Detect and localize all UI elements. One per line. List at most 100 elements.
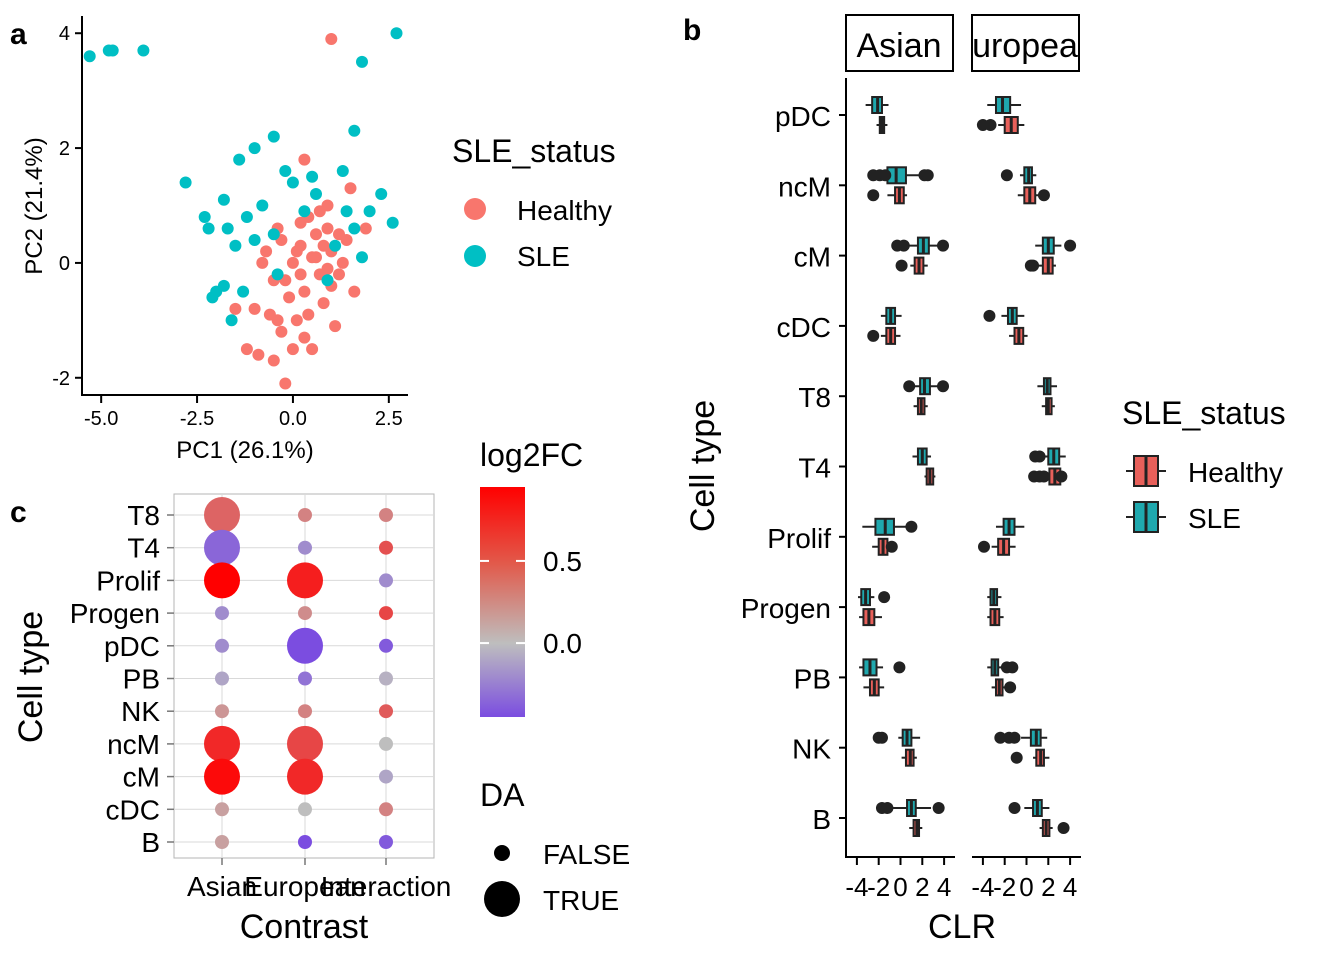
scatter-point-healthy — [317, 297, 330, 310]
dot-cm-european — [287, 758, 323, 795]
scatter-point-sle — [137, 44, 150, 57]
panel-letter-b: b — [683, 14, 701, 47]
box-sle-nk — [1021, 728, 1048, 747]
outlier-point — [897, 239, 910, 252]
legend-sle-marker — [464, 245, 486, 267]
box-healthy-nk — [901, 748, 917, 767]
box-sle-prolif — [862, 517, 910, 536]
dot-pdc-european — [287, 627, 323, 664]
scatter-point-sle — [348, 222, 361, 235]
panel-b-y-label: Cell type — [684, 400, 722, 532]
scatter-point-sle — [256, 199, 269, 212]
box-healthy-prolif — [991, 537, 1016, 556]
legend-healthy-box — [1126, 455, 1166, 487]
outlier-point — [937, 380, 950, 393]
outlier-point — [1033, 450, 1046, 463]
outlier-point — [1027, 259, 1040, 272]
panel-c-dots — [204, 497, 393, 849]
scatter-point-sle — [248, 234, 261, 246]
dot-nk-interaction — [379, 704, 393, 719]
box-healthy-pb — [991, 678, 1007, 697]
scatter-point-healthy — [290, 245, 303, 258]
box-healthy-nk — [1033, 748, 1050, 767]
outlier-point — [903, 380, 916, 393]
box-sle-cm — [1035, 236, 1062, 255]
dot-b-interaction — [379, 835, 393, 849]
scatter-point-sle — [279, 165, 292, 177]
outlier-point — [1064, 239, 1077, 252]
dot-prolif-asian — [204, 562, 240, 599]
facet-label-asian: Asian — [856, 27, 941, 65]
dot-cm-interaction — [379, 769, 393, 784]
panel-c-size-legend: DA FALSE TRUE — [480, 777, 630, 917]
x-tick-label: 2 — [915, 872, 929, 902]
outlier-point — [994, 731, 1007, 744]
scatter-point-sle — [375, 188, 388, 200]
outlier-point — [1037, 189, 1050, 202]
outlier-point — [932, 802, 945, 814]
dot-pb-asian — [215, 671, 229, 686]
dot-prolif-european — [287, 562, 323, 599]
legend-sle-label: SLE — [517, 241, 570, 272]
x-tick-label: -4 — [971, 872, 994, 902]
scatter-point-sle — [286, 176, 299, 189]
outlier-point — [1004, 681, 1017, 694]
scatter-point-healthy — [306, 251, 319, 264]
scatter-point-healthy — [325, 33, 338, 45]
box-sle-t8 — [1037, 377, 1058, 396]
scatter-point-sle — [217, 279, 230, 292]
x-tick-label: Asian — [187, 871, 257, 902]
dot-pb-european — [298, 671, 312, 686]
scatter-point-sle — [363, 205, 376, 218]
legend-sle-box — [1126, 501, 1166, 533]
panel-a-x-label: PC1 (26.1%) — [176, 437, 313, 464]
scatter-point-sle — [271, 268, 284, 281]
outlier-point — [867, 189, 880, 202]
scatter-point-sle — [217, 193, 230, 206]
y-tick-label: ncM — [107, 729, 160, 760]
scatter-point-sle — [390, 27, 403, 40]
scatter-point-healthy — [321, 222, 334, 235]
scatter-point-healthy — [333, 268, 345, 281]
x-tick-label: 0 — [1019, 872, 1033, 902]
y-tick-label: B — [141, 827, 160, 858]
dot-t4-european — [298, 540, 312, 555]
dot-progen-interaction — [379, 606, 393, 621]
box-sle-prolif — [995, 517, 1025, 536]
outlier-point — [1000, 169, 1013, 182]
dot-cdc-interaction — [379, 802, 393, 817]
box-healthy-pdc — [998, 116, 1025, 134]
scatter-point-sle — [179, 176, 192, 189]
scatter-point-sle — [83, 50, 96, 63]
box-sle-t8 — [914, 377, 938, 396]
box-healthy-progen — [859, 608, 882, 627]
x-tick-label: -4 — [845, 872, 868, 902]
x-tick-label: 2.5 — [375, 408, 403, 430]
outlier-point — [881, 802, 894, 814]
legend-healthy-label: Healthy — [517, 195, 612, 226]
y-tick-label: NK — [121, 696, 160, 727]
box-sle-pb — [859, 658, 884, 677]
legend-healthy-label: Healthy — [1188, 457, 1283, 488]
box-healthy-ncm — [887, 186, 908, 205]
x-tick-label: European — [244, 871, 365, 902]
colorbar-tick-label: 0.0 — [543, 628, 582, 659]
size-legend-title: DA — [480, 777, 525, 813]
colorbar-tick-label: 0.5 — [543, 546, 582, 577]
outlier-point — [1006, 661, 1019, 674]
dot-nk-european — [298, 704, 312, 719]
y-tick-label: Prolif — [96, 565, 160, 596]
scatter-point-healthy — [306, 343, 319, 356]
x-tick-label: Interaction — [321, 871, 452, 902]
box-healthy-t8 — [913, 397, 928, 416]
box-healthy-pb — [863, 678, 885, 697]
y-tick-label: ncM — [778, 171, 831, 202]
y-tick-label: T8 — [127, 500, 160, 531]
box-sle-progen — [987, 588, 1002, 607]
outlier-point — [893, 661, 906, 674]
dot-b-asian — [215, 835, 229, 849]
legend-healthy-marker — [464, 198, 486, 220]
